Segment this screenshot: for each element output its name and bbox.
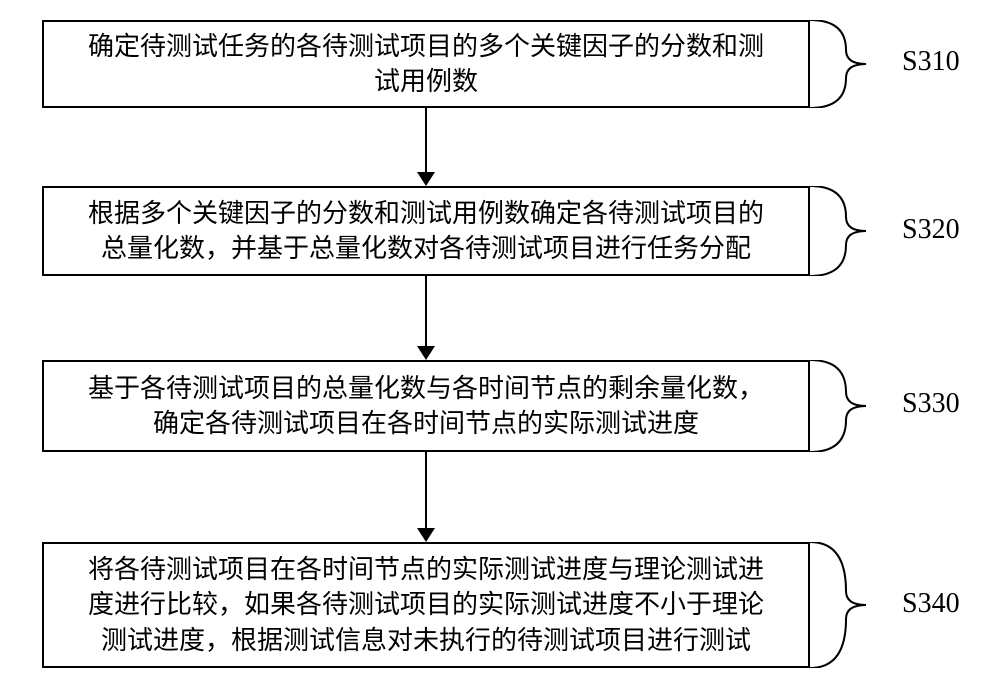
flow-label-s320: S320 [902,214,960,246]
brace-s320 [810,186,898,276]
flow-label-s310: S310 [902,46,960,78]
flowchart-canvas: 确定待测试任务的各待测试项目的多个关键因子的分数和测 试用例数 S310 根据多… [0,0,1000,694]
flow-step-s310: 确定待测试任务的各待测试项目的多个关键因子的分数和测 试用例数 [42,20,810,108]
flow-step-s320: 根据多个关键因子的分数和测试用例数确定各待测试项目的 总量化数，并基于总量化数对… [42,186,810,276]
arrow-3 [417,452,435,542]
flow-step-s310-text: 确定待测试任务的各待测试项目的多个关键因子的分数和测 试用例数 [88,29,764,99]
flow-step-s330: 基于各待测试项目的总量化数与各时间节点的剩余量化数， 确定各待测试项目在各时间节… [42,360,810,452]
arrow-1 [417,108,435,186]
flow-step-s340: 将各待测试项目在各时间节点的实际测试进度与理论测试进 度进行比较，如果各待测试项… [42,542,810,668]
brace-s330 [810,360,898,452]
brace-s310 [810,20,898,108]
flow-label-s330: S330 [902,388,960,420]
flow-label-s340: S340 [902,588,960,620]
flow-step-s320-text: 根据多个关键因子的分数和测试用例数确定各待测试项目的 总量化数，并基于总量化数对… [88,196,764,266]
arrow-2 [417,276,435,360]
brace-s340 [810,542,898,668]
flow-step-s330-text: 基于各待测试项目的总量化数与各时间节点的剩余量化数， 确定各待测试项目在各时间节… [88,371,764,441]
flow-step-s340-text: 将各待测试项目在各时间节点的实际测试进度与理论测试进 度进行比较，如果各待测试项… [88,552,764,657]
